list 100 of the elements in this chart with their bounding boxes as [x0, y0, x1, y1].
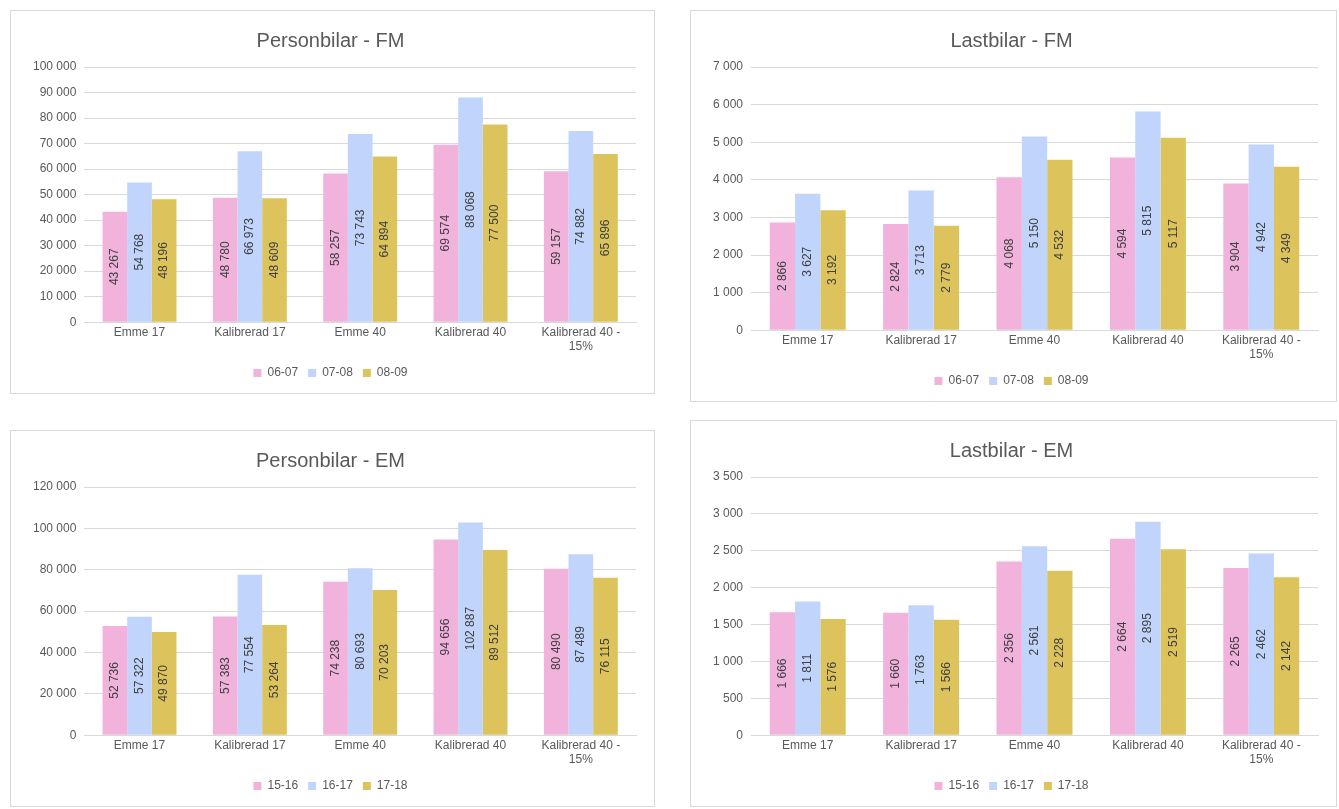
data-label: 2 895: [1140, 612, 1155, 644]
data-label: 58 257: [327, 228, 342, 266]
y-tick-label: 1 000: [713, 653, 744, 668]
y-tick-label: 40 000: [39, 644, 77, 659]
bar: [347, 134, 373, 322]
bar: [1248, 553, 1274, 735]
bar: [1135, 111, 1161, 330]
y-tick-label: 10 000: [39, 288, 77, 303]
bar: [1047, 159, 1073, 330]
data-label: 1 566: [938, 661, 953, 693]
data-label: 5 117: [1165, 218, 1180, 249]
bar: [1160, 549, 1186, 735]
y-tick-label: 7 000: [713, 59, 744, 74]
x-tick-label: Kalibrerad 17: [885, 332, 958, 347]
x-tick-label: Emme 40: [334, 324, 387, 339]
bar: [347, 568, 373, 735]
data-label: 4 068: [1001, 238, 1016, 269]
x-tick-label: Kalibrerad 40 - 15%: [1221, 332, 1301, 362]
bar: [1047, 570, 1073, 735]
bar: [795, 601, 821, 735]
bar: [482, 550, 508, 735]
data-label: 2 664: [1114, 621, 1129, 652]
bar: [996, 561, 1022, 735]
bar: [323, 581, 348, 735]
bar: [908, 605, 934, 735]
data-label: 48 780: [217, 241, 232, 279]
data-label: 88 068: [462, 190, 477, 228]
bar: [212, 197, 238, 322]
x-tick-label: Kalibrerad 17: [214, 737, 286, 752]
bar: [568, 131, 594, 322]
data-label: 2 142: [1278, 640, 1293, 671]
data-label: 77 500: [487, 204, 502, 242]
data-label: 2 519: [1165, 626, 1180, 658]
bar: [543, 568, 569, 735]
y-tick-label: 1 500: [713, 616, 744, 631]
bar: [883, 612, 909, 735]
legend-label: 08-09: [376, 365, 408, 380]
bar: [933, 225, 960, 330]
data-label: 77 554: [242, 636, 257, 674]
y-tick-label: 90 000: [39, 84, 77, 99]
bar: [1223, 183, 1249, 330]
y-tick-label: 2 000: [713, 247, 744, 262]
data-label: 2 824: [888, 261, 903, 292]
data-label: 52 736: [107, 661, 122, 699]
bar: [262, 198, 287, 322]
bar: [372, 590, 398, 735]
x-tick-label: Emme 40: [334, 737, 387, 752]
bar: [1223, 568, 1249, 735]
data-label: 2 356: [1001, 632, 1016, 664]
bar: [323, 173, 348, 322]
data-label: 57 383: [217, 656, 232, 694]
bar: [102, 626, 128, 735]
y-tick-label: 20 000: [39, 263, 77, 278]
x-tick-label: Kalibrerad 40 - 15%: [1221, 737, 1301, 767]
legend-label: 16-17: [322, 778, 354, 793]
chart-title: Lastbilar - EM: [949, 438, 1074, 461]
data-label: 65 896: [597, 219, 612, 257]
x-tick-label: Kalibrerad 17: [885, 737, 958, 752]
bar: [151, 632, 177, 735]
x-tick-label: Emme 40: [1008, 332, 1061, 347]
y-tick-label: 3 500: [713, 469, 744, 484]
bar: [1248, 144, 1274, 330]
y-tick-label: 80 000: [39, 562, 77, 577]
bar: [593, 154, 618, 322]
data-label: 102 887: [462, 606, 477, 651]
data-label: 48 609: [266, 241, 281, 279]
data-label: 4 594: [1114, 228, 1129, 259]
data-label: 69 574: [438, 214, 453, 252]
y-tick-label: 60 000: [39, 603, 77, 618]
bar: [883, 224, 909, 330]
bar: [237, 574, 263, 735]
data-label: 94 656: [438, 618, 453, 656]
bar: [1109, 157, 1136, 330]
y-tick-label: 30 000: [39, 237, 77, 252]
bar: [1021, 546, 1048, 735]
y-tick-label: 3 000: [713, 209, 744, 224]
data-label: 74 238: [327, 639, 342, 677]
y-tick-label: 120 000: [32, 479, 77, 494]
data-label: 4 532: [1052, 229, 1067, 260]
legend-label: 15-16: [267, 778, 299, 793]
data-label: 2 779: [938, 262, 953, 293]
data-label: 4 349: [1278, 232, 1293, 264]
bar: [1160, 137, 1186, 330]
bar: [372, 156, 398, 322]
x-tick-label: Kalibrerad 40 - 15%: [541, 737, 621, 767]
bar: [212, 616, 238, 735]
bar: [1109, 538, 1136, 735]
data-label: 59 157: [548, 227, 563, 265]
bar: [996, 177, 1022, 330]
legend-label: 08-09: [1057, 373, 1089, 388]
data-label: 2 462: [1253, 628, 1268, 660]
x-tick-label: Kalibrerad 40: [434, 324, 507, 339]
legend-label: 17-18: [1057, 778, 1089, 793]
y-tick-label: 0: [69, 727, 77, 742]
bar: [1273, 577, 1300, 735]
x-tick-label: Kalibrerad 40: [1112, 332, 1184, 347]
y-tick-label: 4 000: [713, 172, 744, 187]
data-label: 43 267: [107, 248, 122, 286]
bar: [1021, 136, 1048, 330]
data-label: 3 192: [825, 254, 840, 285]
